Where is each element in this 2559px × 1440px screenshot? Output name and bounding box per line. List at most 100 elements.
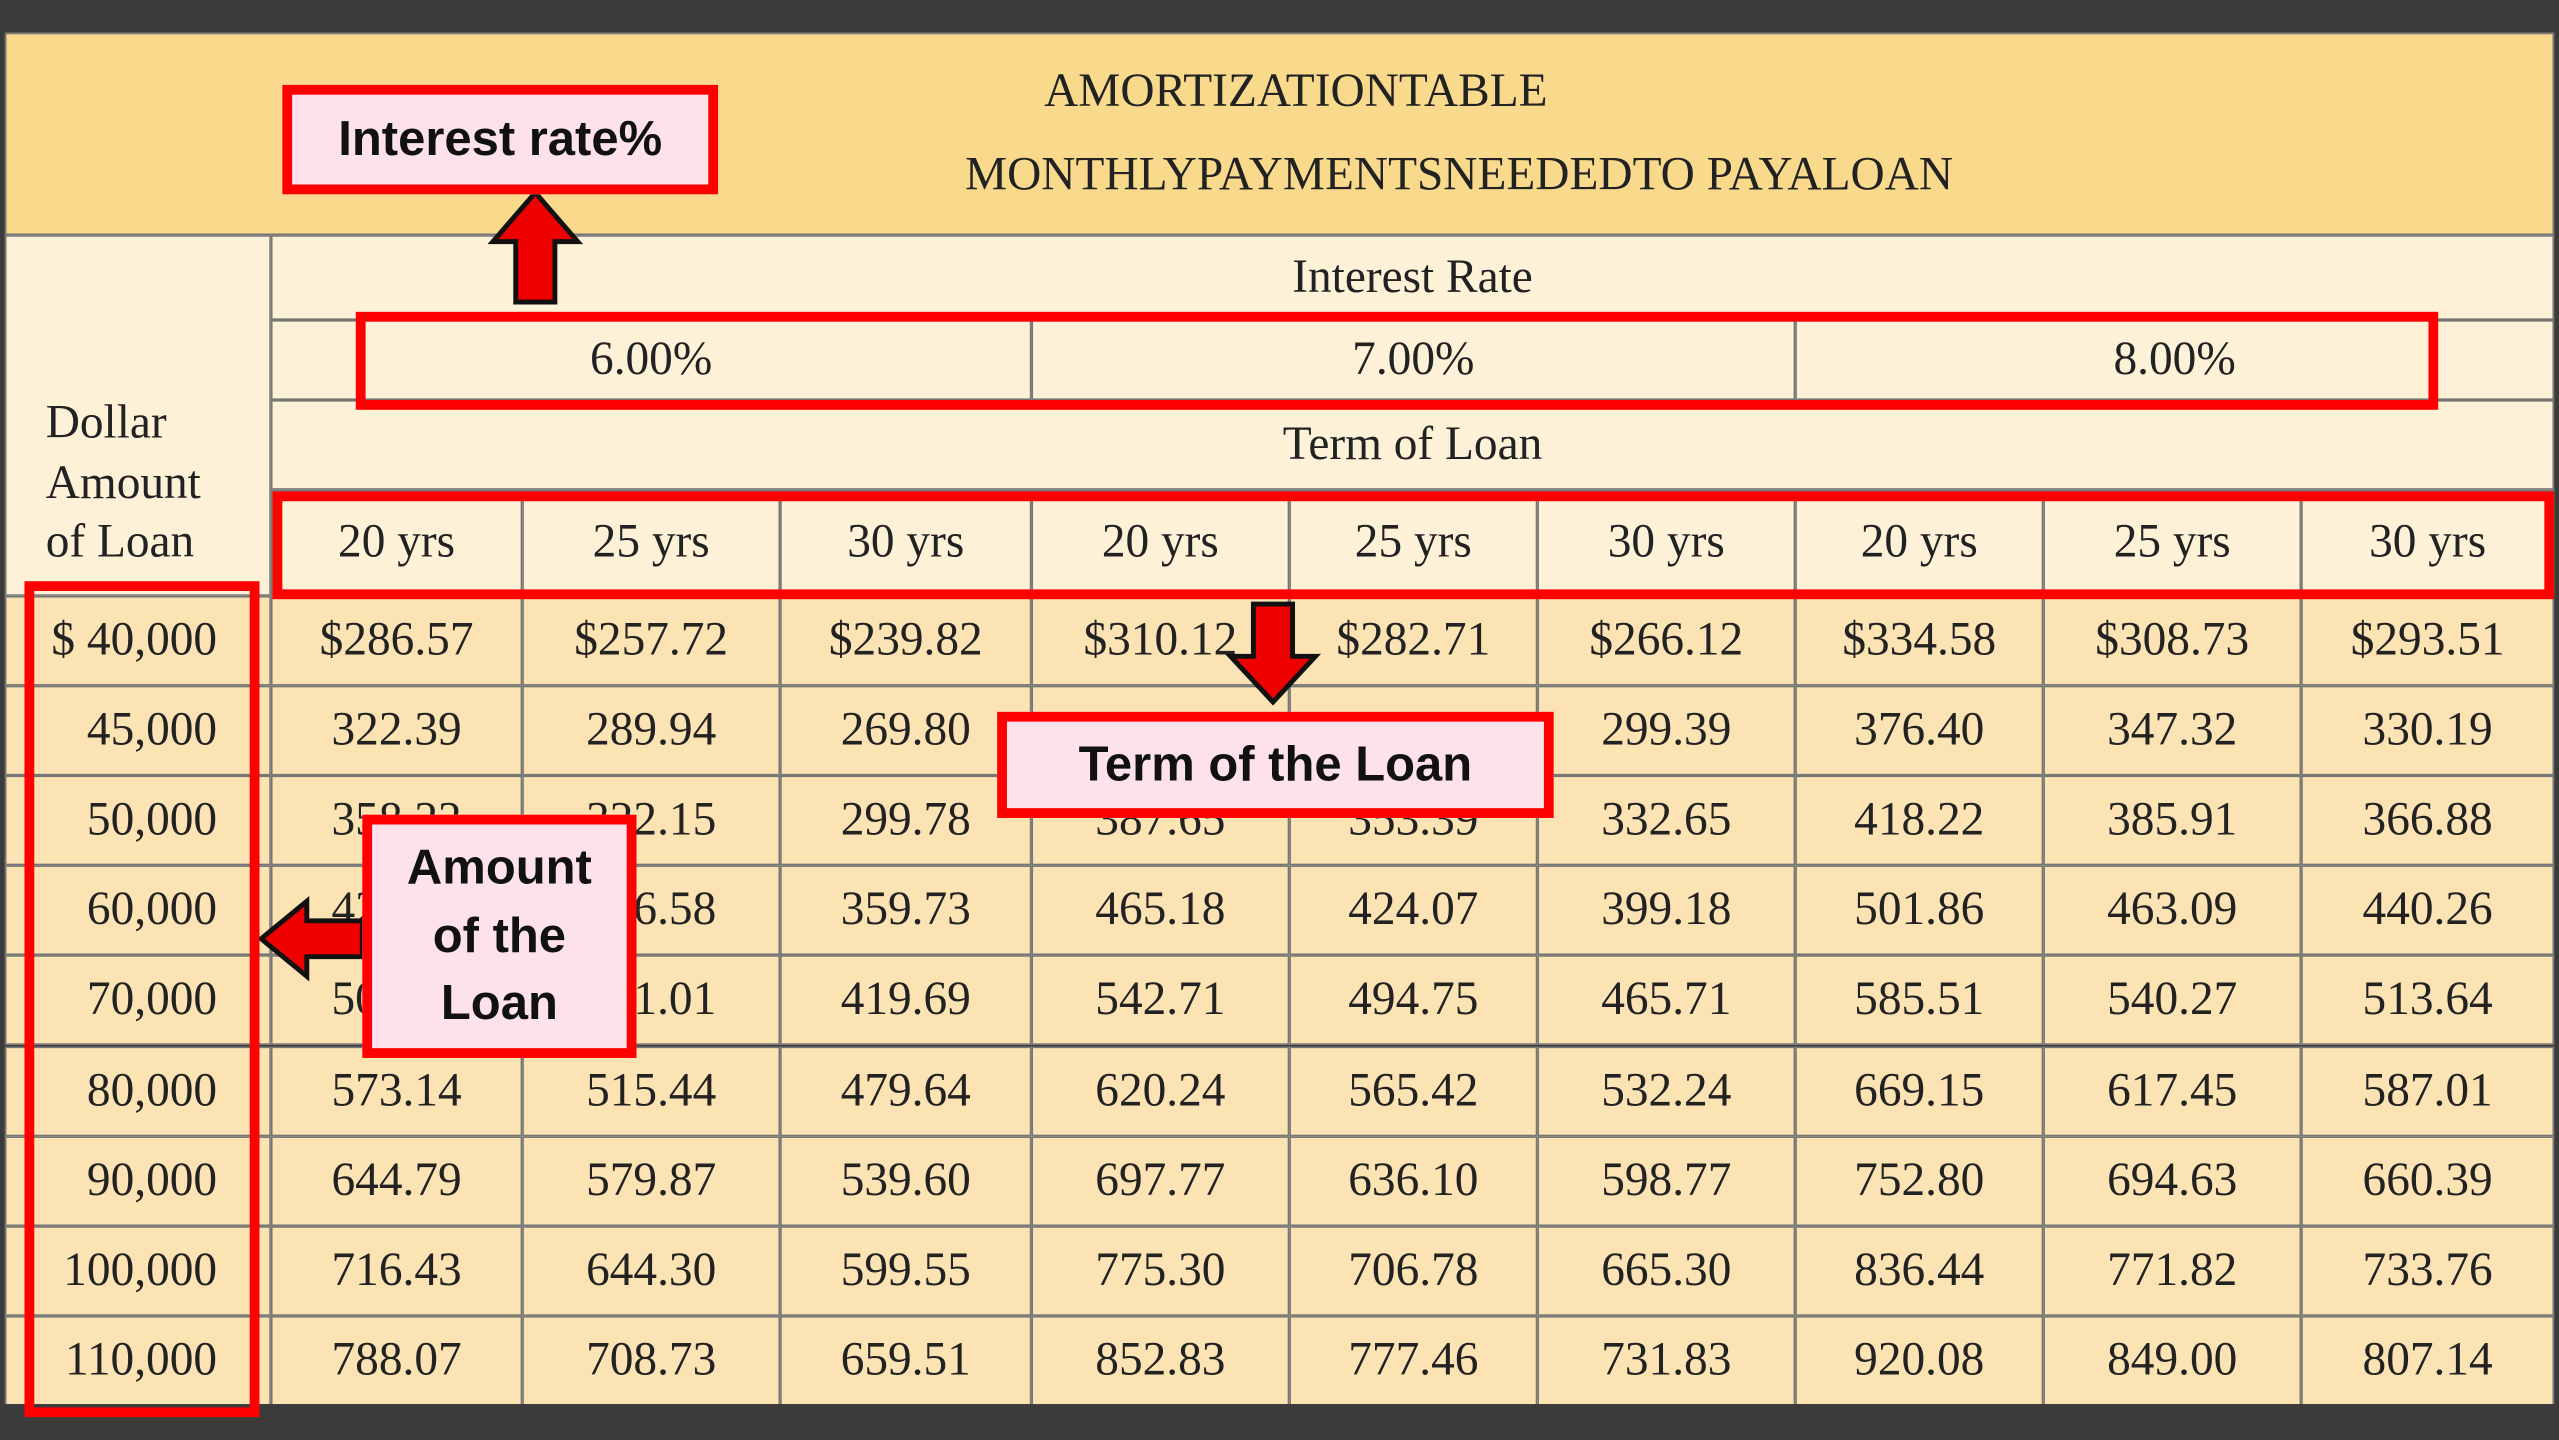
payment-cell: $286.57	[270, 595, 523, 686]
loan-amount: 100,000	[4, 1225, 271, 1316]
payment-cell: 385.91	[2043, 775, 2302, 866]
payment-cell: 849.00	[2043, 1315, 2302, 1406]
payment-cell: 852.83	[1031, 1315, 1290, 1406]
payment-cell: 322.39	[270, 685, 523, 776]
interest-rate-label: Interest Rate	[270, 235, 2555, 320]
term-header: 25 yrs	[522, 489, 781, 596]
payment-cell: 733.76	[2301, 1225, 2555, 1316]
payment-cell: 440.26	[2301, 865, 2555, 956]
payment-cell: 777.46	[1289, 1315, 1538, 1406]
payment-cell: 807.14	[2301, 1315, 2555, 1406]
payment-cell: 752.80	[1795, 1135, 2044, 1226]
payment-cell: 299.78	[780, 775, 1032, 866]
amount-highlight	[24, 581, 260, 1418]
term-header: 20 yrs	[1031, 489, 1290, 596]
term-header: 25 yrs	[2043, 489, 2302, 596]
loan-amount: 60,000	[4, 865, 271, 956]
payment-cell: $239.82	[780, 595, 1032, 686]
payment-cell: 532.24	[1537, 1045, 1796, 1136]
payment-cell: 920.08	[1795, 1315, 2044, 1406]
payment-cell: 587.01	[2301, 1045, 2555, 1136]
payment-cell: 669.15	[1795, 1045, 2044, 1136]
subtitle-line: MONTHLYPAYMENTSNEEDEDTO PAYALOAN	[965, 148, 1954, 201]
payment-cell: 269.80	[780, 685, 1032, 776]
payment-cell: 332.65	[1537, 775, 1796, 866]
arrow-left	[257, 896, 365, 982]
loan-amount: 80,000	[4, 1045, 271, 1136]
bottom-bar	[0, 1404, 2559, 1440]
payment-cell: 716.43	[270, 1225, 523, 1316]
payment-cell: $282.71	[1289, 595, 1538, 686]
payment-cell: 330.19	[2301, 685, 2555, 776]
payment-cell: 598.77	[1537, 1135, 1796, 1226]
payment-cell: 579.87	[522, 1135, 781, 1226]
loan-amount: 90,000	[4, 1135, 271, 1226]
payment-cell: 418.22	[1795, 775, 2044, 866]
payment-cell: 540.27	[2043, 955, 2302, 1046]
term-highlight	[272, 491, 2555, 600]
payment-cell: 659.51	[780, 1315, 1032, 1406]
payment-cell: 694.63	[2043, 1135, 2302, 1226]
rate-header: 7.00%	[1031, 319, 1796, 400]
payment-cell: 644.30	[522, 1225, 781, 1316]
payment-cell: $266.12	[1537, 595, 1796, 686]
payment-cell: 788.07	[270, 1315, 523, 1406]
term-header: 30 yrs	[780, 489, 1032, 596]
payment-cell: 573.14	[270, 1045, 523, 1136]
payment-cell: 599.55	[780, 1225, 1032, 1316]
amount-note: Amount of the Loan	[362, 814, 637, 1058]
loan-amount: $ 40,000	[4, 595, 271, 686]
payment-cell: $293.51	[2301, 595, 2555, 686]
payment-cell: 836.44	[1795, 1225, 2044, 1316]
rate-highlight	[355, 311, 2439, 410]
payment-cell: $308.73	[2043, 595, 2302, 686]
title-line: AMORTIZATIONTABLE	[1044, 65, 1548, 118]
term-header: 30 yrs	[1537, 489, 1796, 596]
payment-cell: 660.39	[2301, 1135, 2555, 1226]
payment-cell: 501.86	[1795, 865, 2044, 956]
payment-cell: 463.09	[2043, 865, 2302, 956]
payment-cell: 775.30	[1031, 1225, 1290, 1316]
payment-cell: 771.82	[2043, 1225, 2302, 1316]
term-header: 25 yrs	[1289, 489, 1538, 596]
payment-cell: 697.77	[1031, 1135, 1290, 1226]
term-note: Term of the Loan	[997, 711, 1554, 818]
payment-cell: 706.78	[1289, 1225, 1538, 1316]
payment-cell: 424.07	[1289, 865, 1538, 956]
payment-cell: 665.30	[1537, 1225, 1796, 1316]
payment-cell: 542.71	[1031, 955, 1290, 1046]
term-label: Term of Loan	[270, 399, 2555, 490]
payment-cell: 347.32	[2043, 685, 2302, 776]
payment-cell: 515.44	[522, 1045, 781, 1136]
payment-cell: 419.69	[780, 955, 1032, 1046]
payment-cell: 636.10	[1289, 1135, 1538, 1226]
term-header: 30 yrs	[2301, 489, 2555, 596]
row-header-text: Dollar Amount of Loan	[45, 397, 201, 568]
arrow-down	[1224, 601, 1322, 706]
payment-cell: $257.72	[522, 595, 781, 686]
payment-cell: 620.24	[1031, 1045, 1290, 1136]
interest-note: Interest rate%	[282, 84, 719, 195]
loan-amount: 110,000	[4, 1315, 271, 1406]
payment-cell: 494.75	[1289, 955, 1538, 1046]
arrow-up	[487, 188, 584, 305]
loan-amount: 45,000	[4, 685, 271, 776]
loan-amount: 50,000	[4, 775, 271, 866]
loan-amount: 70,000	[4, 955, 271, 1046]
payment-cell: 539.60	[780, 1135, 1032, 1226]
payment-cell: 399.18	[1537, 865, 1796, 956]
payment-cell: 376.40	[1795, 685, 2044, 776]
payment-cell: 465.18	[1031, 865, 1290, 956]
payment-cell: 359.73	[780, 865, 1032, 956]
payment-cell: 565.42	[1289, 1045, 1538, 1136]
payment-cell: 479.64	[780, 1045, 1032, 1136]
row-header: Dollar Amount of Loan	[4, 235, 271, 596]
term-header: 20 yrs	[1795, 489, 2044, 596]
payment-cell: 289.94	[522, 685, 781, 776]
payment-cell: 617.45	[2043, 1045, 2302, 1136]
payment-cell: $334.58	[1795, 595, 2044, 686]
payment-cell: 465.71	[1537, 955, 1796, 1046]
